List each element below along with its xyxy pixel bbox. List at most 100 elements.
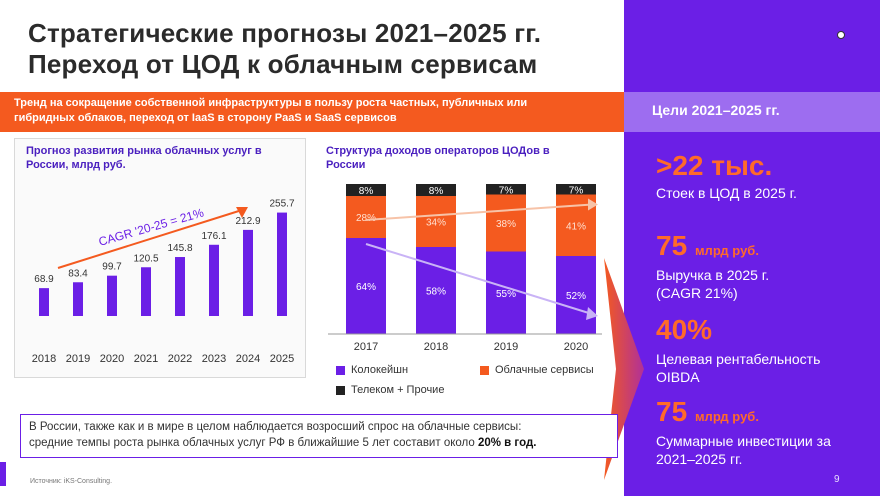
stack-label-0-2017: 64% [356,282,376,293]
stack-label-0-2018: 58% [426,287,446,298]
stack-label-1-2019: 38% [496,219,516,230]
legend-swatch-telecom [336,385,345,395]
market-bar-2020 [107,275,117,316]
stack-seg-0-2017 [346,238,386,334]
goal-revenue-unit: млрд руб. [694,243,759,258]
cloud-trend-arrow-icon [588,198,598,211]
goal-revenue-desc-2: (CAGR 21%) [656,285,738,301]
market-tick-2021: 2021 [134,353,158,365]
legend-colocation: Колокейшн [336,364,408,376]
market-bar-2018 [39,288,49,316]
market-bar-2024 [243,229,253,316]
market-value-label-2019: 83.4 [68,268,88,279]
goal-margin-desc: Целевая рентабельность OIBDA [656,350,820,386]
market-value-label-2024: 212.9 [235,216,260,227]
stack-seg-1-2018 [416,196,456,247]
colocation-trend-arrow-icon [586,307,598,320]
page-title: Стратегические прогнозы 2021–2025 гг. Пе… [28,18,638,80]
source-note: Источник: iKS-Consulting. [30,478,113,485]
market-bar-2021 [141,267,151,316]
banner-line-1: Тренд на сокращение собственной инфрастр… [14,97,528,109]
legend-label-cloud: Облачные сервисы [495,364,594,376]
trend-banner: Тренд на сокращение собственной инфрастр… [0,92,624,132]
banner-line-2: гибридных облаков, переход от IaaS в сто… [14,112,397,124]
legend-label-colocation: Колокейшн [351,364,409,376]
market-value-label-2023: 176.1 [201,231,226,242]
stack-tick-2019: 2019 [494,341,518,353]
market-bar-2023 [209,244,219,316]
note-line-2-text: средние темпы роста рынка облачных услуг… [29,437,478,449]
revenue-structure-title-2: России [326,159,366,171]
goal-invest-desc-2: 2021–2025 гг. [656,451,743,467]
stack-tick-2020: 2020 [564,341,588,353]
cagr-arrow-line [57,209,243,269]
goal-margin-big: 40% [656,314,713,345]
market-bar-2022 [175,257,185,316]
market-value-label-2025: 255.7 [269,199,294,210]
stack-label-1-2020: 41% [566,221,586,232]
stack-seg-2-2017 [346,184,386,196]
revenue-stacked-chart: 64% 28% 8% 2017 58% 34% 8% 2018 55% 38% 7% 2019 52% 4… [328,184,602,353]
stack-label-2-2018: 8% [429,186,444,197]
title-line-2: Переход от ЦОД к облачным сервисам [28,49,538,79]
goal-racks-desc: Стоек в ЦОД в 2025 г. [656,185,797,201]
goals-title: Цели 2021–2025 гг. [652,102,780,118]
market-tick-2023: 2023 [202,353,226,365]
market-value-label-2022: 145.8 [167,243,192,254]
market-note: В России, также как и в мире в целом наб… [20,414,618,458]
note-line-2: средние темпы роста рынка облачных услуг… [29,435,609,451]
page-number: 9 [834,474,840,485]
goal-revenue-value: 75 млрд руб. [656,230,759,262]
goal-revenue-desc: Выручка в 2025 г. (CAGR 21%) [656,266,769,302]
cloud-trend-line [365,203,593,221]
legend-telecom: Телеком + Прочие [336,384,444,396]
market-chart-title-2: России, млрд руб. [26,159,126,171]
legend-swatch-colocation [336,365,345,375]
market-value-label-2020: 99.7 [102,262,122,273]
colocation-trend-line [365,243,593,315]
stack-label-1-2018: 34% [426,218,446,229]
market-value-label-2021: 120.5 [133,253,158,264]
market-chart-title: Прогноз развития рынка облачных услуг в … [26,144,262,172]
revenue-structure-title-1: Структура доходов операторов ЦОДов в [326,145,550,157]
goal-racks-value: >22 тыс. [656,150,772,182]
market-bar-2019 [73,282,83,316]
note-line-1: В России, также как и в мире в целом наб… [29,421,522,433]
legend-cloud: Облачные сервисы [480,364,594,376]
stack-seg-0-2019 [486,251,526,334]
stack-seg-2-2019 [486,184,526,195]
goal-invest-desc-1: Суммарные инвестиции за [656,433,831,449]
market-tick-2024: 2024 [236,353,260,365]
market-chart-title-1: Прогноз развития рынка облачных услуг в [26,145,262,157]
goal-margin-desc-2: OIBDA [656,369,700,385]
goal-racks-big: >22 тыс. [656,150,773,181]
market-bar-chart: 68.9 2018 83.4 2019 99.7 2020 120.5 2021 145.8 20… [32,199,295,365]
stack-seg-1-2017 [346,196,386,238]
market-tick-2022: 2022 [168,353,192,365]
legend-swatch-cloud [480,365,489,375]
mouse-cursor-icon [837,31,845,39]
market-chart-panel [14,138,306,378]
stack-label-2-2019: 7% [499,185,514,196]
note-line-2-bold: 20% в год. [477,437,537,449]
cagr-arrow-head-icon [236,207,248,218]
stack-label-2-2020: 7% [569,185,584,196]
revenue-structure-title: Структура доходов операторов ЦОДов в Рос… [326,144,550,172]
stack-label-1-2017: 28% [356,213,376,224]
market-tick-2025: 2025 [270,353,294,365]
stack-seg-2-2018 [416,184,456,196]
goal-revenue-big: 75 [656,230,688,261]
stack-label-2-2017: 8% [359,186,374,197]
goals-sidebar [624,0,880,496]
goal-invest-value: 75 млрд руб. [656,396,759,428]
goals-header [624,92,880,132]
goal-margin-desc-1: Целевая рентабельность [656,351,821,367]
goal-invest-big: 75 [656,396,688,427]
market-value-label-2018: 68.9 [34,274,54,285]
market-tick-2018: 2018 [32,353,56,365]
legend-label-telecom: Телеком + Прочие [351,384,445,396]
stack-label-0-2020: 52% [566,291,586,302]
goal-margin-value: 40% [656,314,712,346]
stack-seg-1-2019 [486,194,526,252]
